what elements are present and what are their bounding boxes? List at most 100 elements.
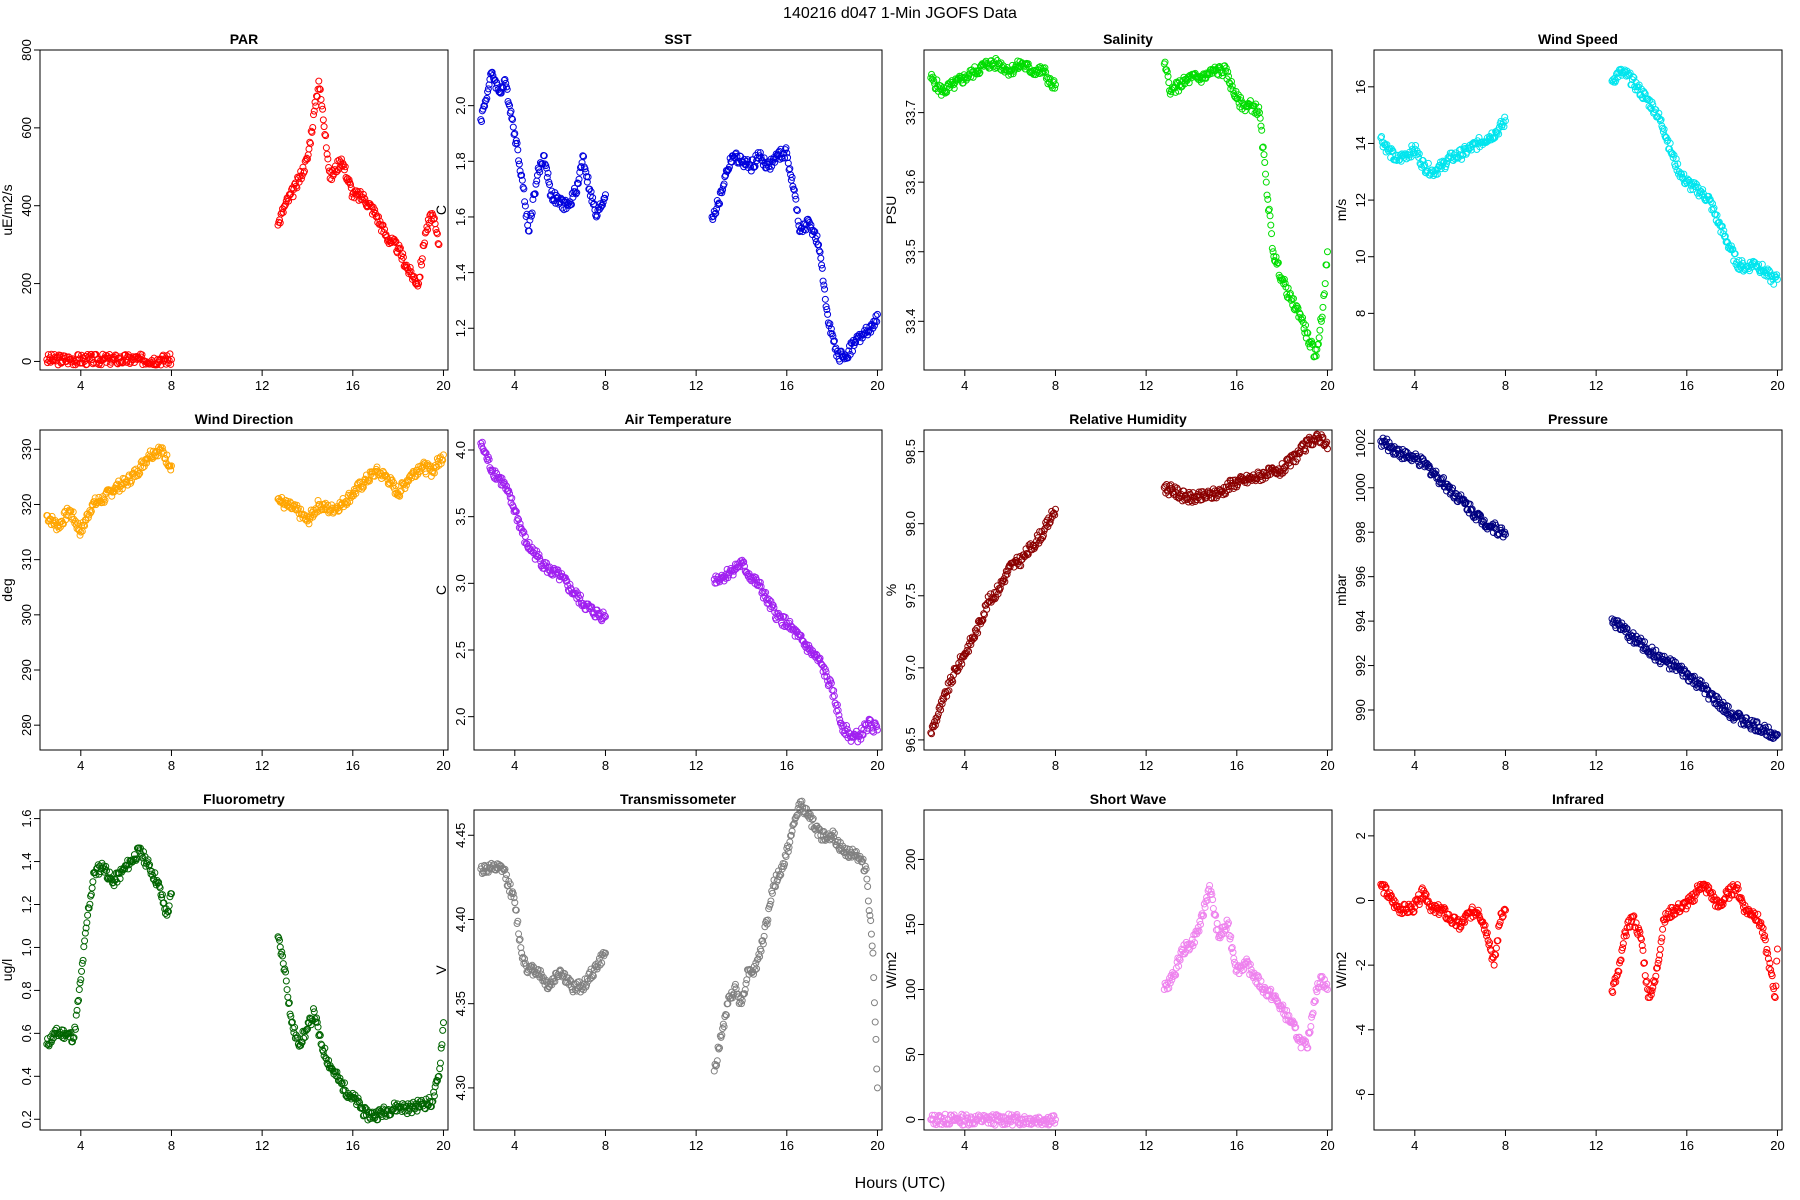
- data-point: [931, 721, 939, 729]
- data-point: [1222, 64, 1230, 72]
- x-tick-label: 12: [689, 758, 703, 773]
- data-point: [356, 478, 364, 486]
- data-point: [1167, 481, 1175, 489]
- y-tick-label: 600: [19, 117, 34, 139]
- data-point: [1260, 151, 1268, 159]
- x-tick-label: 16: [780, 758, 794, 773]
- series-seg2: [710, 556, 881, 746]
- data-point: [561, 574, 569, 582]
- figure-title: 140216 d047 1-Min JGOFS Data: [783, 5, 1017, 22]
- data-point: [716, 200, 724, 208]
- data-point: [416, 273, 424, 281]
- y-tick-label: 33.4: [903, 309, 918, 334]
- y-tick-label: 1.4: [19, 853, 34, 871]
- data-point: [1045, 519, 1053, 527]
- data-point: [1266, 212, 1274, 220]
- series-seg1: [43, 844, 175, 1050]
- data-point: [478, 117, 486, 125]
- y-tick-label: 150: [903, 914, 918, 936]
- data-point: [1221, 490, 1229, 498]
- data-point: [1713, 211, 1721, 219]
- data-point: [315, 77, 323, 85]
- data-point: [485, 456, 493, 464]
- y-axis-label: V: [433, 965, 449, 975]
- data-point: [136, 469, 144, 477]
- data-point: [511, 129, 519, 137]
- data-point: [510, 130, 518, 138]
- x-tick-label: 12: [1589, 1138, 1603, 1153]
- data-point: [1424, 159, 1432, 167]
- data-point: [342, 497, 350, 505]
- data-point: [1163, 68, 1171, 76]
- data-point: [1672, 155, 1680, 163]
- data-point: [507, 107, 515, 115]
- data-point: [501, 481, 509, 489]
- data-point: [990, 62, 998, 70]
- y-tick-label: 33.6: [903, 170, 918, 195]
- x-tick-label: 8: [168, 1138, 175, 1153]
- y-tick-label: 14: [1353, 136, 1368, 150]
- data-point: [1250, 102, 1258, 110]
- data-point: [811, 228, 819, 236]
- data-point: [947, 679, 955, 687]
- data-point: [72, 517, 80, 525]
- data-point: [1289, 295, 1297, 303]
- data-point: [300, 167, 308, 175]
- data-point: [572, 190, 580, 198]
- x-tick-label: 16: [1680, 758, 1694, 773]
- data-point: [540, 152, 548, 160]
- x-tick-label: 8: [602, 758, 609, 773]
- y-tick-label: 4.0: [453, 441, 468, 459]
- y-tick-label: 290: [19, 659, 34, 681]
- data-point: [1430, 170, 1438, 178]
- data-point: [873, 1084, 881, 1092]
- data-point: [601, 194, 609, 202]
- y-tick-label: -6: [1353, 1089, 1368, 1101]
- data-point: [762, 596, 770, 604]
- panel-title: Salinity: [1103, 31, 1153, 47]
- series-seg1: [1377, 880, 1509, 969]
- data-point: [512, 507, 520, 515]
- data-point: [338, 162, 346, 170]
- y-axis-label: W/m2: [883, 952, 899, 989]
- x-tick-label: 16: [1680, 1138, 1694, 1153]
- data-point: [478, 438, 486, 446]
- data-point: [1670, 151, 1678, 159]
- series-seg1: [477, 859, 609, 996]
- data-point: [402, 481, 410, 489]
- data-point: [589, 194, 597, 202]
- data-point: [515, 516, 523, 524]
- data-point: [86, 900, 94, 908]
- data-point: [1678, 170, 1686, 178]
- plot-frame: [39, 429, 449, 751]
- data-point: [1767, 272, 1775, 280]
- data-point: [306, 513, 314, 521]
- y-tick-label: 310: [19, 549, 34, 571]
- data-point: [829, 332, 837, 340]
- panel-title: Air Temperature: [624, 411, 731, 427]
- data-point: [994, 590, 1002, 598]
- data-point: [760, 154, 768, 162]
- y-tick-label: 800: [19, 39, 34, 61]
- data-point: [1228, 82, 1236, 90]
- data-point: [297, 505, 305, 513]
- data-point: [869, 949, 877, 957]
- series-seg1: [43, 443, 175, 539]
- data-point: [1209, 905, 1217, 913]
- x-tick-label: 12: [1139, 378, 1153, 393]
- y-tick-label: 998: [1353, 521, 1368, 543]
- data-point: [166, 350, 174, 358]
- data-point: [579, 152, 587, 160]
- data-point: [430, 214, 438, 222]
- data-point: [1210, 494, 1218, 502]
- x-tick-label: 20: [436, 1138, 450, 1153]
- panel-title: Wind Speed: [1538, 31, 1618, 47]
- data-point: [936, 85, 944, 93]
- data-point: [335, 156, 343, 164]
- data-point: [1492, 944, 1500, 952]
- x-tick-label: 8: [1052, 378, 1059, 393]
- data-point: [322, 144, 330, 152]
- data-point: [543, 173, 551, 181]
